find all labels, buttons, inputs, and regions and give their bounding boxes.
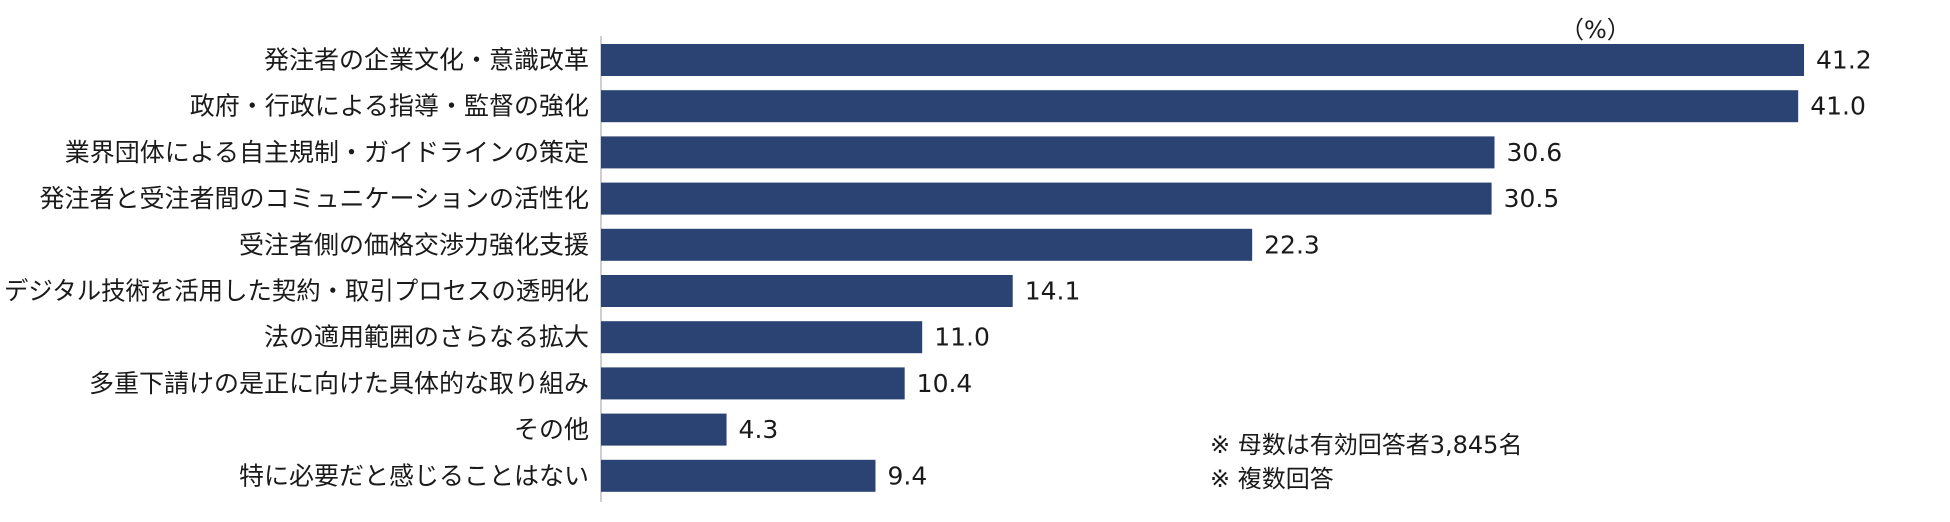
value-label: 4.3	[739, 415, 779, 444]
category-label: 特に必要だと感じることはない	[239, 461, 589, 490]
category-label: 発注者の企業文化・意識改革	[264, 46, 589, 75]
value-label: 10.4	[917, 369, 973, 398]
value-label: 11.0	[934, 323, 990, 352]
bar	[601, 321, 923, 354]
bar	[601, 228, 1253, 261]
value-label: 30.6	[1507, 138, 1563, 167]
value-label: 14.1	[1025, 277, 1081, 306]
bars-group	[601, 44, 1805, 492]
bar	[601, 367, 905, 400]
value-label: 41.2	[1816, 46, 1872, 75]
bar	[601, 136, 1495, 169]
category-label: 多重下請けの是正に向けた具体的な取り組み	[89, 369, 589, 398]
bar	[601, 459, 876, 492]
note-multiple-answers: ※ 複数回答	[1210, 465, 1334, 493]
category-label: 法の適用範囲のさらなる拡大	[264, 323, 589, 352]
value-label: 9.4	[887, 461, 927, 490]
bar	[601, 413, 727, 446]
category-label: 発注者と受注者間のコミュニケーションの活性化	[39, 184, 589, 213]
value-label: 41.0	[1810, 92, 1866, 121]
category-label: その他	[514, 415, 589, 444]
value-labels-group: 41.2 41.0 30.6 30.5 22.3 14.1 11.0 10.4 4.3 9.4	[739, 46, 1872, 491]
category-label: デジタル技術を活用した契約・取引プロセスの透明化	[4, 277, 589, 306]
chart-notes: ※ 母数は有効回答者3,845名 ※ 複数回答	[1210, 428, 1522, 496]
category-label: 政府・行政による指導・監督の強化	[190, 92, 589, 121]
value-label: 30.5	[1504, 184, 1560, 213]
note-respondents: ※ 母数は有効回答者3,845名	[1210, 431, 1523, 459]
value-label: 22.3	[1264, 230, 1320, 259]
unit-label: （%）	[1560, 16, 1631, 44]
category-label: 受注者側の価格交渉力強化支援	[239, 230, 589, 259]
bar	[601, 182, 1492, 215]
bar	[601, 90, 1799, 123]
category-label: 業界団体による自主規制・ガイドラインの策定	[65, 138, 589, 167]
bar	[601, 275, 1013, 307]
category-labels-group: 発注者の企業文化・意識改革政府・行政による指導・監督の強化業界団体による自主規制…	[4, 46, 589, 491]
bar	[601, 44, 1805, 76]
